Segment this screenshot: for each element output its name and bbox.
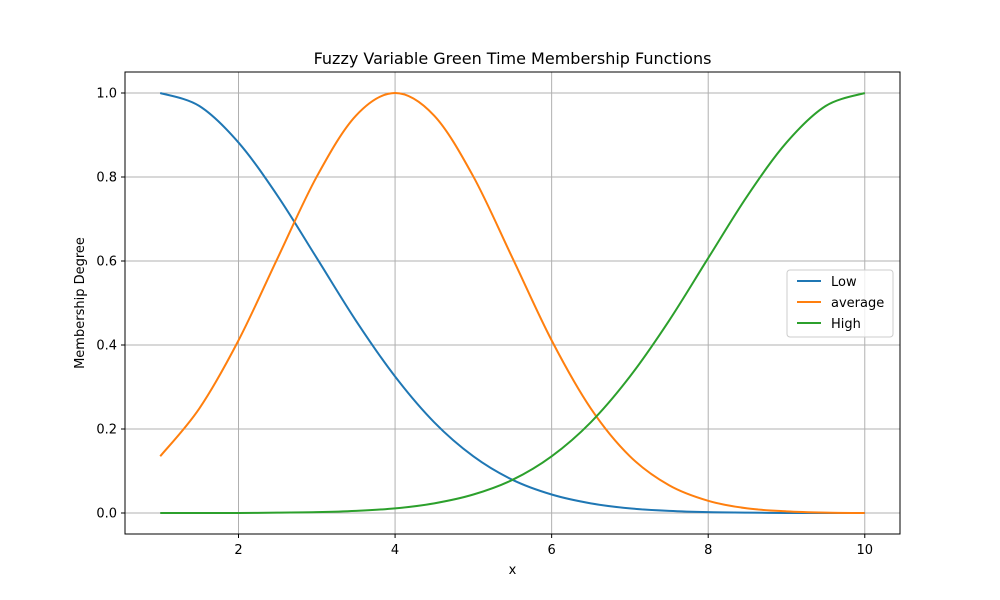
series-lines xyxy=(159,92,866,515)
y-tick-label: 1.0 xyxy=(96,87,117,102)
legend-label-average: average xyxy=(831,296,884,311)
x-axis-ticks: 2 4 6 8 10 xyxy=(234,534,873,558)
x-tick-label: 8 xyxy=(704,543,712,558)
legend: Low average High xyxy=(786,269,894,338)
y-tick-label: 0.4 xyxy=(96,339,117,354)
series-line-average xyxy=(159,92,865,514)
series-line-low xyxy=(159,92,865,515)
x-axis-label: x xyxy=(509,563,517,578)
y-tick-label: 0.0 xyxy=(96,507,117,522)
x-tick-label: 2 xyxy=(234,543,242,558)
y-axis-label: Membership Degree xyxy=(73,237,88,369)
x-tick-label: 10 xyxy=(856,543,873,558)
legend-box xyxy=(786,269,894,338)
x-tick-label: 4 xyxy=(391,543,399,558)
series-line-high xyxy=(160,92,866,515)
grid-lines xyxy=(125,72,900,534)
legend-label-low: Low xyxy=(831,275,857,290)
chart-title: Fuzzy Variable Green Time Membership Fun… xyxy=(314,49,712,68)
plot-frame xyxy=(124,71,901,535)
y-tick-label: 0.8 xyxy=(96,171,117,186)
y-axis-ticks: 0.0 0.2 0.4 0.6 0.8 1.0 xyxy=(96,87,125,522)
y-tick-label: 0.2 xyxy=(96,423,117,438)
y-tick-label: 0.6 xyxy=(96,255,117,270)
x-tick-label: 6 xyxy=(548,543,556,558)
legend-label-high: High xyxy=(831,317,861,332)
